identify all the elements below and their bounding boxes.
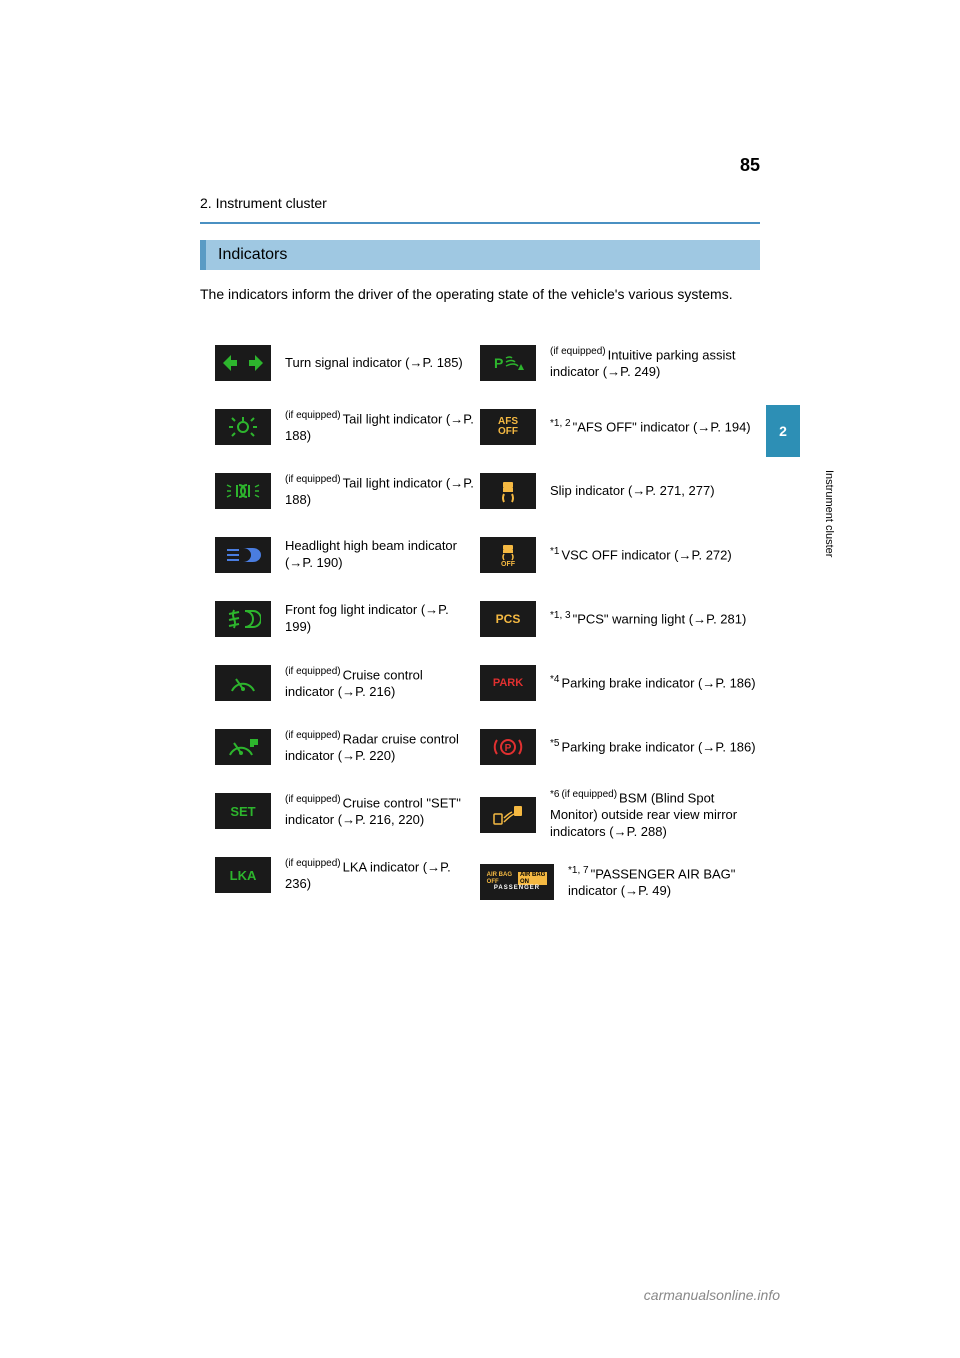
indicator-desc: (if equipped)Tail light indicator (→P. 1…: [285, 473, 475, 509]
intro-text: The indicators inform the driver of the …: [200, 285, 760, 305]
indicator-row: Headlight high beam indicator (→P. 190): [215, 532, 475, 578]
indicator-row: P *5Parking brake indicator (→P. 186): [480, 724, 760, 770]
indicator-desc: (if equipped)Intuitive parking assist in…: [550, 345, 760, 381]
left-column: Turn signal indicator (→P. 185) (if equi…: [215, 340, 475, 898]
equip-note: (if equipped): [285, 410, 341, 421]
ref-note: *1: [550, 546, 559, 557]
desc-text: "PASSENGER AIR BAG" indicator (→P. 49): [568, 866, 735, 898]
indicator-desc: *6(if equipped)BSM (Blind Spot Monitor) …: [550, 788, 760, 841]
footer-watermark: carmanualsonline.info: [644, 1287, 780, 1303]
indicator-desc: (if equipped)Cruise control "SET" indica…: [285, 793, 475, 829]
chapter-tab-label: Instrument cluster: [801, 470, 835, 557]
indicator-desc: *1, 3"PCS" warning light (→P. 281): [550, 609, 746, 628]
desc-text: VSC OFF indicator (→P. 272): [561, 548, 731, 563]
indicator-desc: Front fog light indicator (→P. 199): [285, 602, 475, 636]
ref-note: *6: [550, 789, 559, 800]
park-brake-icon: P: [480, 729, 536, 765]
indicator-desc: (if equipped)Tail light indicator (→P. 1…: [285, 409, 475, 445]
ref-note: *5: [550, 738, 559, 749]
fog-light-icon: [215, 601, 271, 637]
desc-text: Parking brake indicator (→P. 186): [561, 676, 755, 691]
radar-cruise-icon: [215, 729, 271, 765]
breadcrumb: 2. Instrument cluster: [200, 195, 327, 211]
tab-number: 2: [779, 423, 787, 439]
desc-text: "AFS OFF" indicator (→P. 194): [573, 420, 751, 435]
tail-light-d-icon: [215, 473, 271, 509]
indicator-row: PARK *4Parking brake indicator (→P. 186): [480, 660, 760, 706]
indicator-desc: *1, 2"AFS OFF" indicator (→P. 194): [550, 417, 751, 436]
ref-note: *1, 2: [550, 418, 571, 429]
indicator-row: SET (if equipped)Cruise control "SET" in…: [215, 788, 475, 834]
cruise-icon: [215, 665, 271, 701]
svg-text:P: P: [494, 355, 503, 371]
section-title: Indicators: [218, 246, 287, 264]
pcs-icon: PCS: [480, 601, 536, 637]
ref-note: *1, 7: [568, 865, 589, 876]
indicator-desc: Headlight high beam indicator (→P. 190): [285, 538, 475, 572]
indicator-desc: *1VSC OFF indicator (→P. 272): [550, 545, 732, 564]
desc-text: "PCS" warning light (→P. 281): [573, 612, 747, 627]
indicator-row: (if equipped)Cruise control indicator (→…: [215, 660, 475, 706]
indicator-row: LKA (if equipped)LKA indicator (→P. 236): [215, 852, 475, 898]
indicator-row: Front fog light indicator (→P. 199): [215, 596, 475, 642]
indicator-row: Turn signal indicator (→P. 185): [215, 340, 475, 386]
bsm-icon: [480, 797, 536, 833]
equip-note: (if equipped): [285, 730, 341, 741]
header-rule: [200, 222, 760, 224]
desc-text: Parking brake indicator (→P. 186): [561, 740, 755, 755]
equip-note: (if equipped): [285, 474, 341, 485]
indicator-row: OFF *1VSC OFF indicator (→P. 272): [480, 532, 760, 578]
indicator-row: P (if equipped)Intuitive parking assist …: [480, 340, 760, 386]
indicator-row: *6(if equipped)BSM (Blind Spot Monitor) …: [480, 788, 760, 841]
indicator-desc: (if equipped)LKA indicator (→P. 236): [285, 857, 475, 893]
indicator-row: PCS *1, 3"PCS" warning light (→P. 281): [480, 596, 760, 642]
section-header: Indicators: [200, 240, 760, 270]
chapter-tab: 2: [766, 405, 800, 457]
indicator-row: (if equipped)Tail light indicator (→P. 1…: [215, 468, 475, 514]
indicator-desc: *4Parking brake indicator (→P. 186): [550, 673, 756, 692]
indicator-desc: Turn signal indicator (→P. 185): [285, 355, 463, 372]
lka-icon: LKA: [215, 857, 271, 893]
slip-icon: [480, 473, 536, 509]
park-assist-icon: P: [480, 345, 536, 381]
indicator-row: AIR BAGOFFAIR BAGON PASSENGER *1, 7"PASS…: [480, 859, 760, 905]
vsc-off-icon: OFF: [480, 537, 536, 573]
set-icon: SET: [215, 793, 271, 829]
equip-note: (if equipped): [561, 789, 617, 800]
equip-note: (if equipped): [285, 666, 341, 677]
indicator-desc: (if equipped)Cruise control indicator (→…: [285, 665, 475, 701]
indicator-desc: Slip indicator (→P. 271, 277): [550, 483, 715, 500]
indicator-row: (if equipped)Tail light indicator (→P. 1…: [215, 404, 475, 450]
park-text-icon: PARK: [480, 665, 536, 701]
indicator-row: (if equipped)Radar cruise control indica…: [215, 724, 475, 770]
indicator-desc: *1, 7"PASSENGER AIR BAG" indicator (→P. …: [568, 864, 760, 900]
indicator-desc: (if equipped)Radar cruise control indica…: [285, 729, 475, 765]
right-column: P (if equipped)Intuitive parking assist …: [480, 340, 760, 905]
indicator-row: AFSOFF *1, 2"AFS OFF" indicator (→P. 194…: [480, 404, 760, 450]
equip-note: (if equipped): [550, 346, 606, 357]
equip-note: (if equipped): [285, 858, 341, 869]
indicator-row: Slip indicator (→P. 271, 277): [480, 468, 760, 514]
svg-text:P: P: [505, 743, 512, 754]
airbag-icon: AIR BAGOFFAIR BAGON PASSENGER: [480, 864, 554, 900]
page-number: 85: [740, 155, 760, 176]
afs-off-icon: AFSOFF: [480, 409, 536, 445]
turn-signal-icon: [215, 345, 271, 381]
indicator-desc: *5Parking brake indicator (→P. 186): [550, 737, 756, 756]
high-beam-icon: [215, 537, 271, 573]
tail-light-icon: [215, 409, 271, 445]
ref-note: *1, 3: [550, 610, 571, 621]
equip-note: (if equipped): [285, 794, 341, 805]
ref-note: *4: [550, 674, 559, 685]
